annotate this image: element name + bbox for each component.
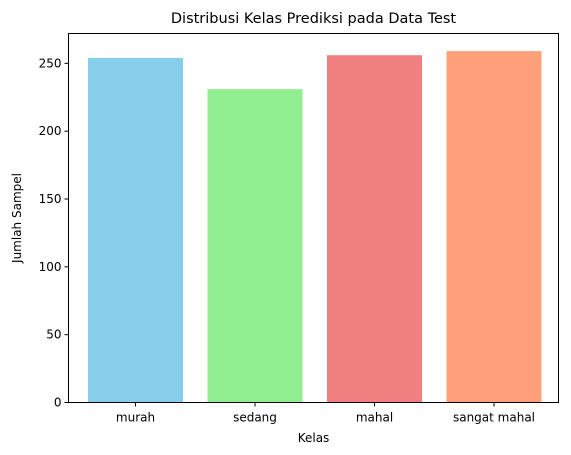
x-tick-label: sedang bbox=[233, 411, 277, 425]
x-tick-label: mahal bbox=[356, 411, 393, 425]
x-tick-label: sangat mahal bbox=[453, 411, 535, 425]
bar-murah bbox=[88, 58, 183, 403]
bar-mahal bbox=[327, 55, 422, 402]
y-tick-label: 250 bbox=[39, 56, 62, 70]
x-axis-label: Kelas bbox=[298, 431, 330, 445]
bars-group bbox=[88, 51, 542, 402]
bar-sangat-mahal bbox=[447, 51, 542, 402]
y-tick-label: 100 bbox=[39, 260, 62, 274]
y-tick-label: 150 bbox=[39, 192, 62, 206]
y-tick-label: 0 bbox=[54, 396, 62, 410]
y-axis-ticks: 0 50 100 150 200 250 bbox=[39, 56, 69, 409]
x-tick-label: murah bbox=[116, 411, 155, 425]
chart-title: Distribusi Kelas Prediksi pada Data Test bbox=[171, 11, 457, 27]
x-axis-ticks: murah sedang mahal sangat mahal bbox=[116, 403, 535, 425]
y-axis-label: Jumlah Sampel bbox=[10, 173, 24, 264]
bar-sedang bbox=[208, 89, 303, 402]
y-tick-label: 200 bbox=[39, 124, 62, 138]
y-tick-label: 50 bbox=[46, 328, 61, 342]
